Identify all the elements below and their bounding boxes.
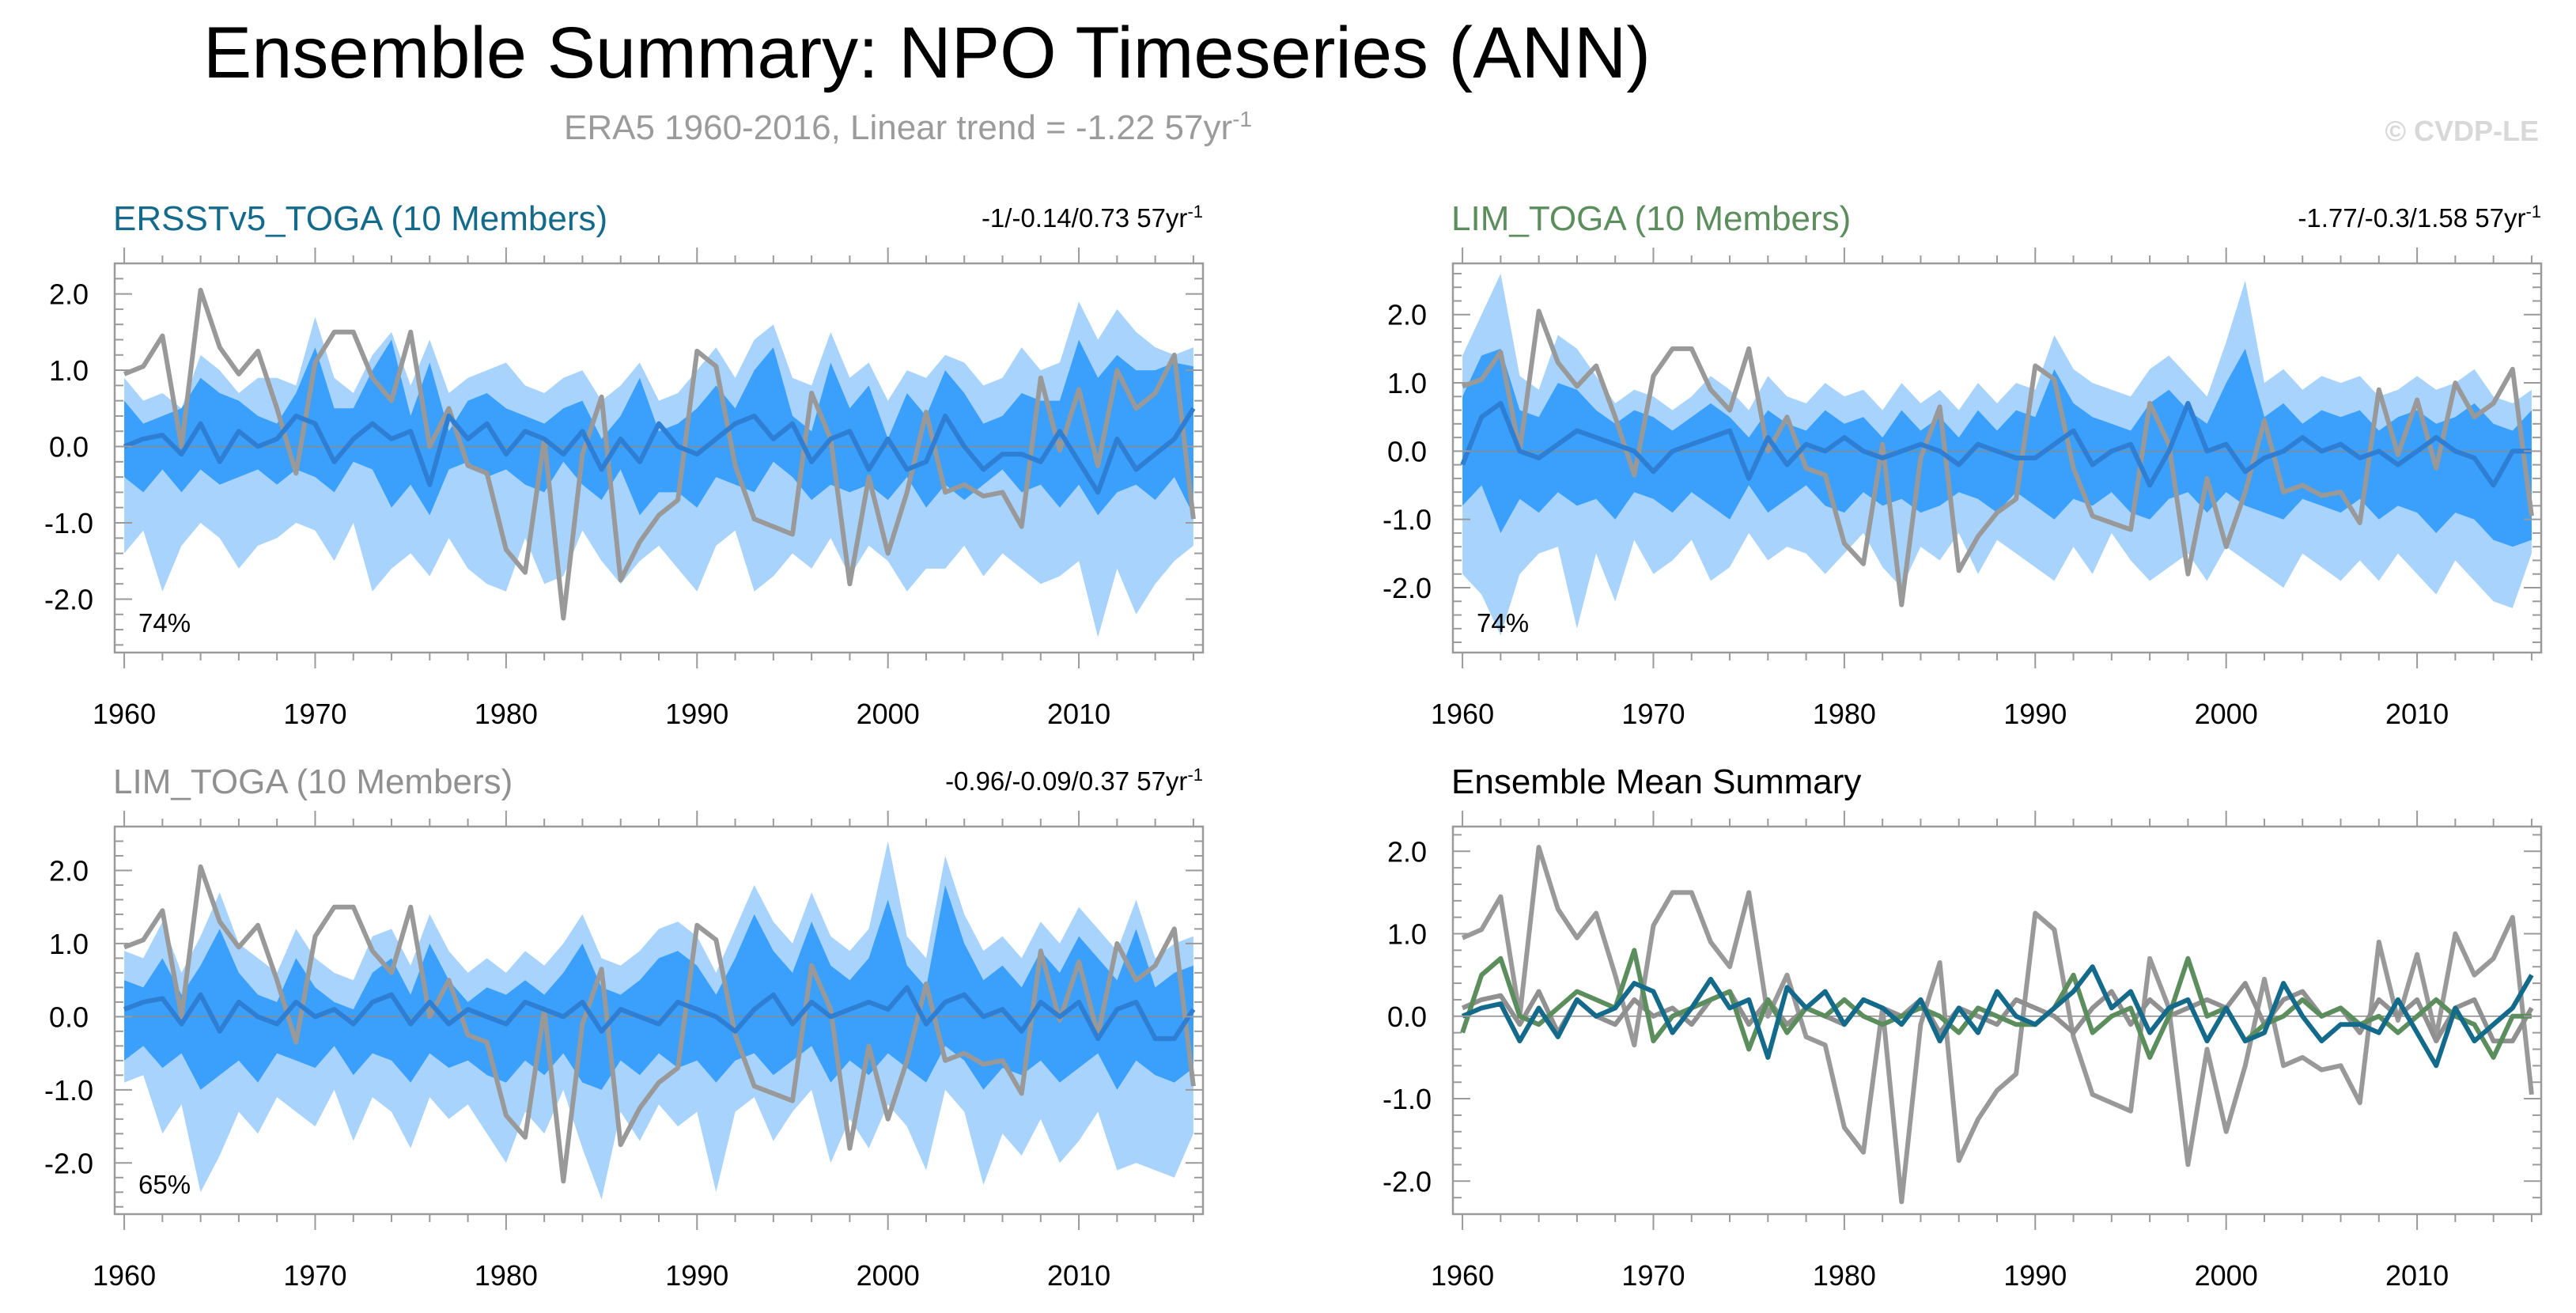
x-tick-label: 1990 xyxy=(665,1259,728,1292)
y-tick-label: 0.0 xyxy=(49,431,89,464)
panel-stats-value: -0.96/-0.09/0.37 57yr xyxy=(945,766,1187,796)
y-tick-label: 1.0 xyxy=(1387,367,1427,399)
x-tick-label: 1970 xyxy=(1621,1259,1685,1292)
figure-subtitle-sup: -1 xyxy=(1232,107,1252,131)
x-tick-label: 1980 xyxy=(1813,1259,1876,1292)
x-tick-label: 2010 xyxy=(1047,698,1110,730)
ensemble-mean-line xyxy=(123,985,1196,1042)
ensemble-mean-line xyxy=(1460,400,2532,488)
percent-label: 65% xyxy=(138,1170,191,1199)
percent-label: 74% xyxy=(138,608,191,638)
x-tick-label: 1970 xyxy=(283,1259,346,1292)
copyright-watermark: © CVDP-LE xyxy=(2385,115,2539,147)
y-tick-label: 1.0 xyxy=(49,928,89,960)
panel-stats-sup: -1 xyxy=(1187,765,1203,785)
x-tick-label: 1960 xyxy=(93,698,156,730)
y-tick-label: -1.0 xyxy=(44,1074,93,1107)
x-tick-label: 1990 xyxy=(2003,698,2067,730)
panel-stats: -1/-0.14/0.73 57yr-1 xyxy=(982,202,1203,233)
observations-line xyxy=(1462,308,2534,607)
x-tick-label: 2000 xyxy=(2195,1259,2258,1292)
plot-area xyxy=(115,841,1203,1200)
inner-spread-band xyxy=(124,885,1193,1090)
x-tick-label: 1970 xyxy=(1621,698,1685,730)
y-tick-label: 2.0 xyxy=(49,854,89,887)
panel-stats-sup: -1 xyxy=(1187,202,1203,221)
plot-area xyxy=(1453,845,2541,1205)
x-tick-label: 2010 xyxy=(2385,698,2449,730)
series-line-2 xyxy=(1460,948,2532,1060)
ensemble-mean-line xyxy=(123,407,1196,495)
y-tick-label: -1.0 xyxy=(1383,1083,1432,1115)
panel-stats-value: -1.77/-0.3/1.58 57yr xyxy=(2298,203,2525,233)
x-tick-label: 2010 xyxy=(2385,1259,2449,1292)
y-tick-label: -2.0 xyxy=(1383,572,1432,604)
figure-title: Ensemble Summary: NPO Timeseries (ANN) xyxy=(203,13,1651,93)
inner-spread-band xyxy=(124,339,1193,516)
panel-lim-green: LIM_TOGA (10 Members) -1.77/-0.3/1.58 57y… xyxy=(1383,199,2543,730)
x-tick-label: 2010 xyxy=(1047,1259,1110,1292)
plot-area xyxy=(1453,273,2541,636)
y-tick-label: -2.0 xyxy=(1383,1165,1432,1198)
plot-area xyxy=(115,287,1203,638)
panel-ersst: ERSSTv5_TOGA (10 Members) -1/-0.14/0.73 5… xyxy=(44,199,1205,730)
x-tick-label: 2000 xyxy=(857,1259,920,1292)
y-tick-label: -1.0 xyxy=(1383,504,1432,536)
panel-ensemble-mean-summary: Ensemble Mean Summary 2.0 1.0 0.0 -1.0 -2.0 19… xyxy=(1383,762,2543,1292)
x-tick-label: 2000 xyxy=(2195,698,2258,730)
observations-line xyxy=(123,287,1196,621)
panel-stats: -1.77/-0.3/1.58 57yr-1 xyxy=(2298,202,2541,233)
y-tick-label: -2.0 xyxy=(44,1147,93,1179)
x-tick-label: 1980 xyxy=(475,1259,538,1292)
panel-stats-value: -1/-0.14/0.73 57yr xyxy=(982,203,1188,233)
y-tick-label: 0.0 xyxy=(1387,435,1427,467)
x-tick-label: 1960 xyxy=(1431,698,1494,730)
inner-spread-band xyxy=(1462,348,2532,547)
panel-title: ERSSTv5_TOGA (10 Members) xyxy=(113,199,607,238)
y-tick-label: 1.0 xyxy=(1387,918,1427,951)
percent-label: 74% xyxy=(1477,608,1529,638)
x-tick-label: 1990 xyxy=(2003,1259,2067,1292)
y-tick-label: 2.0 xyxy=(1387,299,1427,331)
x-tick-label: 1970 xyxy=(283,698,346,730)
y-tick-label: -2.0 xyxy=(44,583,93,615)
panel-stats: -0.96/-0.09/0.37 57yr-1 xyxy=(945,765,1203,796)
y-tick-label: 0.0 xyxy=(49,1001,89,1033)
figure-subtitle-main: ERA5 1960-2016, Linear trend = -1.22 57y… xyxy=(564,108,1232,147)
x-tick-label: 1980 xyxy=(475,698,538,730)
y-tick-label: 1.0 xyxy=(49,354,89,387)
panel-title: Ensemble Mean Summary xyxy=(1451,762,1861,801)
x-tick-label: 1980 xyxy=(1813,698,1876,730)
figure-subtitle: ERA5 1960-2016, Linear trend = -1.22 57y… xyxy=(564,107,1252,147)
y-tick-label: -1.0 xyxy=(44,507,93,539)
y-tick-label: 2.0 xyxy=(1387,835,1427,868)
x-tick-label: 2000 xyxy=(857,698,920,730)
x-tick-label: 1960 xyxy=(93,1259,156,1292)
series-line-3 xyxy=(1461,964,2534,1069)
y-tick-label: 0.0 xyxy=(1387,1001,1427,1033)
x-tick-label: 1990 xyxy=(665,698,728,730)
panel-title: LIM_TOGA (10 Members) xyxy=(1451,199,1851,238)
panel-stats-sup: -1 xyxy=(2525,202,2541,221)
panel-title: LIM_TOGA (10 Members) xyxy=(113,762,513,801)
x-tick-label: 1960 xyxy=(1431,1259,1494,1292)
panel-lim-gray: LIM_TOGA (10 Members) -0.96/-0.09/0.37 57… xyxy=(44,762,1205,1292)
y-tick-label: 2.0 xyxy=(49,278,89,311)
